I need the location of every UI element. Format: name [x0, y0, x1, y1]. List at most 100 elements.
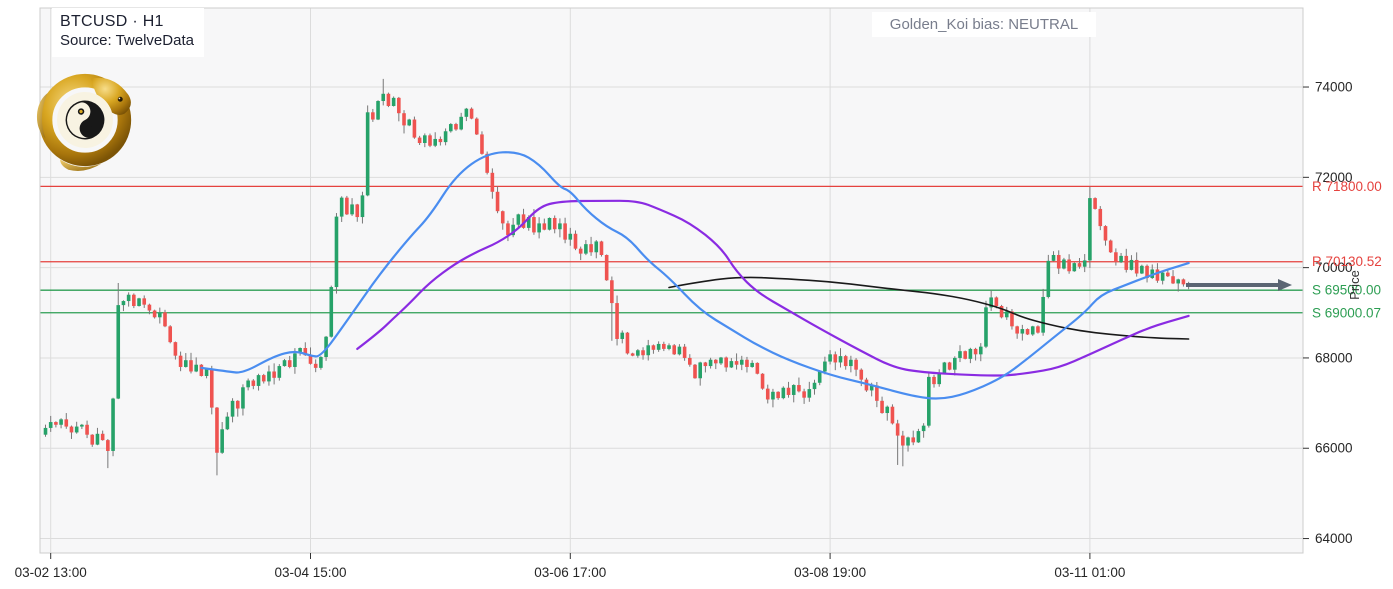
- candle-down: [152, 310, 157, 318]
- candle-down: [485, 153, 489, 173]
- candle-down: [1171, 276, 1175, 284]
- candle-up: [558, 223, 562, 230]
- candle-up: [298, 348, 302, 354]
- candle-down: [854, 359, 858, 370]
- candle-up: [43, 427, 48, 435]
- candle-up: [1072, 263, 1077, 272]
- candle-up: [339, 197, 344, 217]
- candle-up: [1020, 329, 1025, 334]
- y-tick-label: 72000: [1315, 170, 1353, 185]
- candle-up: [984, 307, 988, 347]
- candle-up: [194, 364, 198, 372]
- candle-up: [293, 353, 297, 367]
- candle-up: [594, 241, 599, 253]
- candle-up: [729, 361, 734, 368]
- candle-up: [1140, 265, 1144, 274]
- candle-up: [80, 424, 84, 427]
- candle-up: [791, 385, 796, 395]
- x-tick-label: 03-06 17:00: [534, 565, 606, 580]
- candle-down: [345, 197, 349, 215]
- candle-up: [116, 305, 121, 399]
- candle-down: [1067, 259, 1071, 272]
- bias-label: Golden_Koi bias: NEUTRAL: [872, 12, 1096, 37]
- candle-up: [677, 346, 682, 355]
- candle-down: [1103, 226, 1108, 241]
- candle-down: [589, 244, 593, 253]
- candle-up: [719, 357, 723, 364]
- candle-up: [111, 398, 115, 451]
- candle-up: [126, 294, 131, 302]
- candle-up: [464, 108, 469, 117]
- candle-up: [1030, 326, 1035, 335]
- candle-up: [433, 138, 437, 146]
- candle-up: [547, 217, 552, 230]
- candle-down: [1098, 208, 1103, 227]
- candle-up: [334, 216, 339, 288]
- candle-down: [386, 93, 391, 106]
- candle-down: [693, 364, 697, 379]
- candle-down: [355, 204, 360, 218]
- candle-down: [911, 437, 916, 443]
- candle-up: [381, 93, 386, 102]
- candle-up: [423, 135, 427, 144]
- candle-down: [662, 343, 666, 349]
- candle-up: [771, 391, 775, 400]
- y-tick-label: 70000: [1315, 260, 1353, 275]
- candle-down: [303, 348, 308, 356]
- candle-down: [417, 137, 422, 144]
- candle-down: [615, 303, 619, 339]
- candle-down: [703, 362, 708, 367]
- candle-up: [958, 351, 962, 358]
- candle-down: [506, 223, 510, 236]
- candle-down: [890, 406, 895, 424]
- candle-up: [906, 437, 910, 446]
- data-source-label: Source: TwelveData: [60, 32, 194, 49]
- plot-border: [39, 7, 1304, 554]
- candle-down: [734, 361, 739, 365]
- candle-down: [500, 211, 505, 224]
- candle-down: [542, 223, 547, 230]
- candle-up: [812, 382, 817, 390]
- candle-down: [1108, 240, 1113, 253]
- candle-up: [1051, 254, 1056, 261]
- candle-up: [74, 426, 79, 433]
- candle-down: [490, 172, 495, 192]
- candle-up: [459, 116, 463, 130]
- candle-up: [656, 343, 661, 350]
- candle-down: [272, 371, 276, 378]
- candle-up: [365, 112, 370, 196]
- candle-down: [69, 426, 74, 433]
- candle-down: [864, 379, 869, 391]
- candle-up: [937, 373, 942, 385]
- candle-down: [1124, 255, 1129, 270]
- candle-down: [1036, 326, 1040, 333]
- candle-up: [256, 375, 261, 386]
- yin-yang-icon: [57, 92, 113, 148]
- candle-down: [1010, 311, 1014, 327]
- candle-up: [376, 101, 380, 120]
- candle-up: [319, 357, 323, 368]
- candle-down: [833, 354, 838, 363]
- candle-up: [267, 371, 271, 382]
- x-tick-label: 03-11 01:00: [1054, 565, 1125, 580]
- candle-up: [277, 366, 282, 378]
- koi-logo: [36, 73, 132, 171]
- candle-down: [963, 351, 967, 359]
- candle-down: [688, 357, 692, 365]
- candle-up: [953, 357, 957, 370]
- x-tick-label: 03-08 19:00: [794, 565, 866, 580]
- candle-down: [578, 248, 583, 254]
- candle-up: [921, 425, 926, 432]
- candle-up: [838, 356, 843, 363]
- candle-down: [875, 385, 879, 401]
- ma-medium-purple-line: [356, 199, 1190, 377]
- candle-up: [823, 361, 827, 372]
- candle-down: [251, 380, 256, 386]
- candle-up: [646, 345, 651, 356]
- candle-up: [942, 362, 947, 374]
- candle-up: [698, 362, 702, 379]
- candle-down: [313, 363, 318, 368]
- candle-down: [765, 388, 770, 400]
- y-tick-label: 68000: [1315, 350, 1353, 365]
